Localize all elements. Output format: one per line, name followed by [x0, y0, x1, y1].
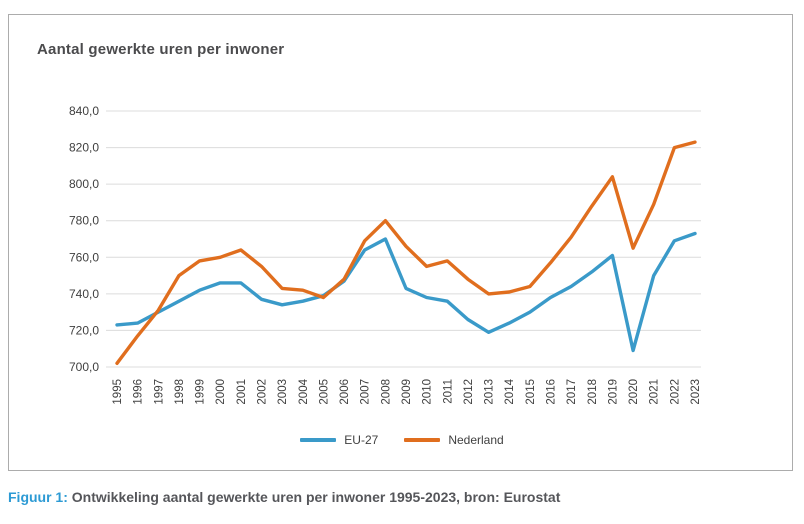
x-tick-label: 2003	[277, 379, 289, 405]
x-tick-label: 2015	[525, 379, 537, 405]
chart-title: Aantal gewerkte uren per inwoner	[37, 41, 285, 58]
figure-caption: Figuur 1: Ontwikkeling aantal gewerkte u…	[8, 489, 560, 505]
x-tick-label: 2016	[546, 379, 558, 405]
x-tick-label: 2013	[484, 379, 496, 405]
x-tick-label: 2017	[566, 379, 578, 405]
x-tick-label: 2012	[463, 379, 475, 405]
legend-label-nederland: Nederland	[448, 433, 504, 447]
x-tick-label: 1998	[174, 379, 186, 405]
x-tick-label: 2009	[401, 379, 413, 405]
x-tick-label: 2019	[607, 379, 619, 405]
legend-label-eu27: EU-27	[344, 433, 379, 447]
x-tick-label: 2011	[442, 379, 454, 404]
x-tick-label: 1996	[133, 379, 145, 405]
y-tick-label: 740,0	[69, 287, 99, 301]
x-tick-label: 1995	[112, 379, 124, 405]
y-tick-label: 840,0	[69, 104, 99, 118]
legend-item-nederland: Nederland	[404, 433, 504, 447]
x-tick-label: 2021	[649, 379, 661, 405]
y-tick-label: 720,0	[69, 323, 99, 337]
x-tick-label: 2010	[422, 379, 434, 405]
legend-swatch-eu27	[300, 438, 337, 442]
x-tick-label: 2001	[236, 379, 248, 405]
legend-item-eu27: EU-27	[300, 433, 378, 447]
x-tick-label: 2006	[339, 379, 351, 405]
x-tick-label: 2005	[318, 379, 330, 405]
x-tick-label: 1999	[195, 379, 207, 405]
x-tick-label: 2014	[504, 378, 516, 404]
x-tick-label: 2000	[215, 379, 227, 405]
y-tick-label: 800,0	[69, 177, 99, 191]
y-tick-label: 760,0	[69, 250, 99, 264]
y-tick-label: 700,0	[69, 360, 99, 374]
legend-swatch-nederland	[404, 438, 441, 442]
x-tick-label: 2007	[360, 379, 372, 405]
x-tick-label: 2018	[587, 379, 599, 405]
x-tick-label: 2008	[380, 379, 392, 405]
x-tick-label: 2002	[257, 379, 269, 405]
chart-legend: EU-27 Nederland	[0, 433, 804, 447]
series-line-nederland	[115, 140, 697, 365]
x-tick-label: 2022	[669, 379, 681, 405]
x-tick-label: 2023	[690, 379, 702, 405]
chart-panel: Aantal gewerkte uren per inwoner	[8, 14, 793, 471]
x-tick-label: 2020	[628, 379, 640, 405]
y-tick-label: 780,0	[69, 214, 99, 228]
x-tick-label: 1997	[153, 379, 165, 405]
series-line-eu27	[115, 231, 697, 353]
figure-caption-text: Ontwikkeling aantal gewerkte uren per in…	[67, 489, 561, 505]
x-tick-label: 2004	[298, 378, 310, 404]
y-tick-label: 820,0	[69, 141, 99, 155]
figure-caption-prefix: Figuur 1:	[8, 489, 68, 505]
